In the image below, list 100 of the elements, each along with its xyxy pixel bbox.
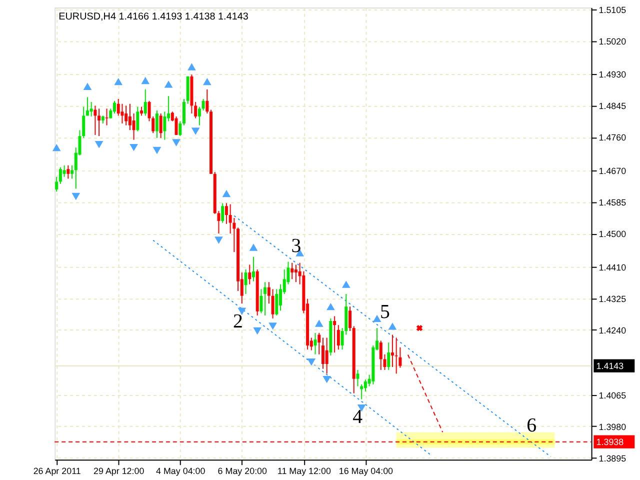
- candlestick: [70, 164, 74, 180]
- candlestick: [182, 98, 186, 126]
- candlestick: [194, 101, 198, 119]
- point: [416, 324, 423, 332]
- candlestick: [244, 269, 248, 294]
- candlestick: [155, 110, 158, 138]
- candlestick: [221, 202, 224, 224]
- point: [372, 314, 382, 322]
- candlestick: [90, 101, 93, 117]
- candlestick: [198, 106, 201, 126]
- y-tick-label: 1.3895: [598, 453, 626, 464]
- point: [83, 82, 92, 90]
- candlestick: [98, 108, 101, 137]
- candlestick: [290, 262, 294, 280]
- candlestick: [364, 379, 367, 392]
- y-tick-label: 1.5020: [598, 36, 626, 46]
- y-tick-label: 1.4670: [598, 166, 626, 176]
- candlestick: [336, 324, 340, 350]
- point: [72, 192, 80, 200]
- point: [114, 78, 123, 86]
- candlestick: [58, 166, 62, 184]
- candlestick: [206, 88, 209, 114]
- y-tick-label: 1.4845: [598, 101, 626, 112]
- candlestick: [264, 282, 267, 316]
- candlestick: [260, 288, 263, 314]
- candlestick: [321, 337, 324, 370]
- candlestick: [124, 105, 128, 126]
- candlestick: [294, 264, 298, 283]
- point: [222, 190, 231, 198]
- candlestick: [379, 340, 382, 370]
- y-tick-label: 1.4410: [598, 262, 626, 272]
- annotation: 5: [380, 301, 390, 324]
- annotation: 4: [352, 406, 363, 428]
- y-tick-label: 1.4325: [598, 294, 626, 304]
- candlestick: [105, 108, 108, 126]
- candlestick: [174, 116, 178, 136]
- candlestick: [128, 103, 132, 131]
- x-tick-label: 29 Apr 12:00: [94, 466, 144, 476]
- candlestick: [333, 316, 336, 354]
- y-tick-label: 1.4500: [598, 229, 626, 240]
- y-tick-label: 1.4585: [598, 198, 626, 208]
- point: [253, 327, 262, 335]
- point: [94, 140, 104, 148]
- annotation: 2: [232, 310, 243, 332]
- point: [342, 280, 350, 288]
- candlestick: [390, 334, 394, 368]
- point: [314, 320, 324, 327]
- ref-line-label: 1.3938: [596, 436, 624, 447]
- candlestick: [356, 369, 360, 387]
- annotation: 6: [526, 414, 537, 436]
- candlestick: [66, 164, 70, 180]
- candlestick: [55, 176, 58, 192]
- point: [188, 63, 196, 70]
- candlestick: [271, 288, 274, 319]
- candlestick: [163, 111, 166, 140]
- point: [322, 376, 331, 384]
- point: [191, 128, 200, 135]
- candlestick: [224, 202, 228, 224]
- candlestick: [248, 264, 252, 285]
- x-tick-label: 11 May 12:00: [277, 466, 331, 476]
- candlestick: [202, 98, 205, 111]
- candlestick: [267, 282, 270, 304]
- point: [307, 358, 316, 366]
- x-tick-label: 26 Apr 2011: [33, 466, 81, 476]
- candlestick: [387, 342, 390, 370]
- candlestick: [252, 256, 255, 282]
- candlestick: [152, 116, 155, 134]
- point: [141, 76, 150, 84]
- candlestick: [178, 120, 182, 137]
- x-tick-label: 16 May 04:00: [338, 466, 394, 476]
- candlestick: [136, 106, 140, 132]
- y-tick-label: 1.4930: [598, 70, 626, 80]
- candlestick: [62, 164, 66, 178]
- chart-title: EURUSD,H4 1.4166 1.4193 1.4138 1.4143: [58, 11, 249, 22]
- ref-line-label: 1.4143: [596, 360, 624, 371]
- candlestick: [120, 103, 124, 124]
- point: [164, 80, 173, 88]
- candlestick: [275, 288, 278, 316]
- point: [172, 139, 180, 146]
- candlestick: [94, 105, 97, 136]
- candlestick: [314, 332, 317, 355]
- point: [52, 144, 61, 152]
- point: [268, 322, 277, 330]
- x-tick-label: 6 May 20:00: [218, 466, 268, 476]
- candlestick: [348, 306, 352, 332]
- y-tick-label: 1.3980: [598, 422, 626, 432]
- point: [326, 302, 335, 310]
- point: [130, 144, 138, 152]
- point: [152, 146, 162, 154]
- point: [238, 308, 246, 315]
- candlestick: [144, 88, 147, 116]
- y-tick-label: 1.4240: [598, 325, 626, 336]
- candlestick: [318, 332, 321, 355]
- candlestick: [86, 96, 89, 116]
- candlestick: [360, 384, 364, 400]
- y-tick-label: 1.4760: [598, 132, 626, 143]
- candlestick: [325, 337, 328, 374]
- x-tick-label: 4 May 04:00: [156, 466, 206, 476]
- candlestick: [159, 112, 162, 138]
- point: [249, 244, 258, 251]
